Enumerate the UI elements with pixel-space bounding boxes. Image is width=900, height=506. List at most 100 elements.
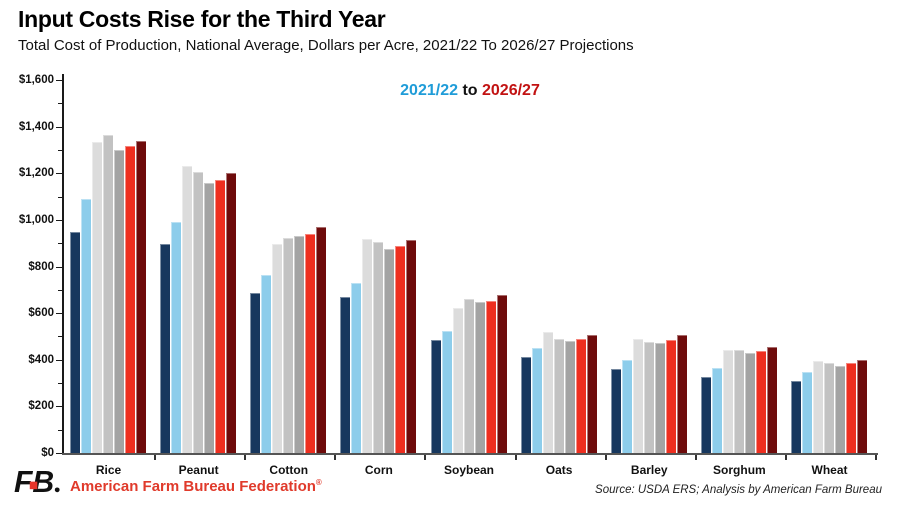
bar-series-6 — [125, 146, 135, 453]
bar-series-2 — [171, 222, 182, 453]
bar-series-7 — [766, 347, 777, 453]
bar-group-cotton: Cotton — [250, 80, 337, 477]
bar-series-7 — [136, 140, 146, 453]
y-tick-label: $600 — [28, 307, 54, 320]
bar-series-1 — [610, 369, 621, 453]
bar-series-6 — [305, 233, 316, 453]
bar-series-5 — [204, 182, 215, 453]
bar-series-5 — [294, 236, 305, 453]
y-tick-label: $400 — [28, 353, 54, 366]
bar-series-2 — [711, 368, 722, 453]
bar-series-2 — [531, 347, 542, 453]
bar-group-barley: Barley — [610, 80, 697, 477]
x-category-label: Rice — [95, 463, 122, 477]
bar-series-7 — [857, 359, 867, 453]
legend-separator: to — [458, 82, 482, 99]
x-category-label: Sorghum — [713, 463, 766, 477]
y-minor-tick — [58, 103, 62, 105]
y-major-tick — [56, 453, 62, 454]
y-minor-tick — [58, 336, 62, 338]
bar-series-7 — [496, 295, 507, 453]
x-category-label: Cotton — [269, 463, 309, 477]
y-minor-tick — [58, 243, 62, 245]
x-category-label: Corn — [364, 463, 393, 477]
bar-series-1 — [250, 293, 261, 453]
bar-series-5 — [474, 302, 485, 453]
y-tick-label: $1,600 — [18, 74, 54, 86]
bar-series-6 — [575, 339, 586, 453]
bar-series-4 — [193, 172, 204, 453]
bar-series-4 — [283, 238, 294, 453]
bar-series-1 — [160, 244, 171, 453]
x-category-label: Soybean — [443, 463, 495, 477]
bar-series-3 — [632, 338, 643, 453]
bar-series-5 — [114, 149, 124, 453]
plot-area: 2021/22 to 2026/27 Rice Peanut Cotton Corn S… — [56, 74, 878, 477]
bar-series-3 — [362, 238, 373, 453]
bar-series-6 — [485, 300, 496, 453]
footer-branding: FB American Farm Bureau Federation® — [14, 466, 322, 500]
y-major-tick — [56, 266, 62, 268]
y-major-tick — [56, 359, 62, 361]
y-major-tick — [56, 126, 62, 128]
bar-series-6 — [395, 245, 406, 453]
y-tick-label: $200 — [28, 400, 54, 413]
bar-series-3 — [722, 350, 733, 453]
org-name-text: American Farm Bureau Federation — [70, 478, 316, 495]
chart-legend: 2021/22 to 2026/27 — [64, 82, 876, 100]
x-category-label: Peanut — [178, 463, 219, 477]
afbf-logo: FB — [14, 466, 60, 499]
bar-series-3 — [272, 244, 283, 453]
bar-series-1 — [430, 339, 441, 453]
bar-series-7 — [406, 239, 417, 453]
bar-series-4 — [103, 134, 113, 453]
bar-series-5 — [654, 342, 665, 453]
bar-series-6 — [846, 363, 856, 453]
bar-group-peanut: Peanut — [160, 80, 247, 477]
y-minor-tick — [58, 289, 62, 291]
bar-group-soybean: Soybean — [430, 80, 517, 477]
bar-series-2 — [351, 282, 362, 453]
bar-series-4 — [733, 349, 744, 453]
bar-series-7 — [316, 226, 327, 453]
bar-series-2 — [261, 274, 272, 453]
y-tick-label: $1,000 — [18, 213, 54, 226]
bar-group-rice: Rice — [70, 80, 156, 477]
bar-series-6 — [665, 340, 676, 453]
bar-series-4 — [463, 299, 474, 453]
bar-series-4 — [824, 363, 834, 453]
source-note: Source: USDA ERS; Analysis by American F… — [595, 484, 882, 496]
bar-series-5 — [564, 341, 575, 453]
bar-series-2 — [802, 371, 812, 453]
x-category-label: Wheat — [811, 463, 848, 477]
y-axis — [62, 74, 64, 453]
registered-mark: ® — [315, 478, 322, 487]
bar-series-1 — [340, 296, 351, 453]
legend-start-year: 2021/22 — [400, 82, 458, 99]
y-tick-label: $800 — [28, 260, 54, 273]
bar-series-3 — [542, 332, 553, 453]
legend-end-year: 2026/27 — [482, 82, 540, 99]
bar-series-3 — [813, 361, 823, 453]
bar-group-oats: Oats — [520, 80, 607, 477]
bar-series-5 — [835, 365, 845, 453]
x-category-label: Barley — [630, 463, 668, 477]
bar-series-1 — [791, 380, 801, 453]
afbf-logo-red-square — [29, 481, 38, 490]
bar-series-2 — [441, 330, 452, 453]
bar-series-5 — [384, 249, 395, 453]
bar-series-4 — [373, 242, 384, 453]
y-major-tick — [56, 173, 62, 175]
bar-series-7 — [676, 335, 687, 453]
org-name: American Farm Bureau Federation® — [70, 478, 322, 500]
bar-series-1 — [520, 357, 531, 453]
bar-series-6 — [215, 180, 226, 453]
bar-series-3 — [182, 166, 193, 453]
afbf-logo-period — [54, 487, 60, 493]
bar-group-corn: Corn — [340, 80, 427, 477]
x-axis — [62, 453, 878, 455]
y-minor-tick — [58, 149, 62, 151]
bar-series-1 — [70, 231, 80, 453]
bar-series-2 — [81, 198, 91, 453]
